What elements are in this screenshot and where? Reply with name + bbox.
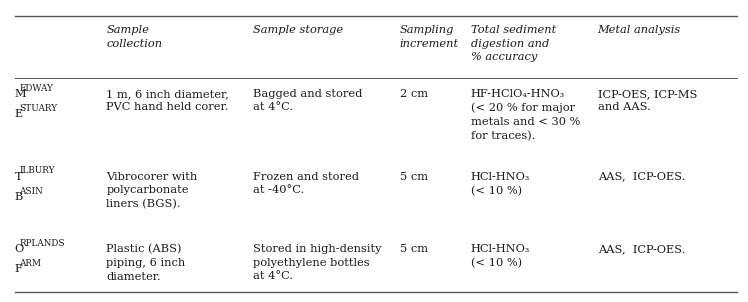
Text: T: T — [15, 172, 22, 182]
Text: ICP-OES, ICP-MS
and AAS.: ICP-OES, ICP-MS and AAS. — [598, 89, 697, 112]
Text: Sample
collection: Sample collection — [106, 25, 162, 49]
Text: 5 cm: 5 cm — [399, 244, 428, 254]
Text: Frozen and stored
at -40°C.: Frozen and stored at -40°C. — [253, 172, 359, 195]
Text: 1 m, 6 inch diameter,
PVC hand held corer.: 1 m, 6 inch diameter, PVC hand held core… — [106, 89, 230, 112]
Text: O: O — [15, 244, 24, 254]
Text: 5 cm: 5 cm — [399, 172, 428, 182]
Text: Total sediment
digestion and
% accuracy: Total sediment digestion and % accuracy — [470, 25, 556, 63]
Text: Sampling
increment: Sampling increment — [399, 25, 459, 49]
Text: AAS,  ICP-OES.: AAS, ICP-OES. — [598, 244, 685, 254]
Text: HCl-HNO₃
(< 10 %): HCl-HNO₃ (< 10 %) — [470, 172, 530, 196]
Text: Sample storage: Sample storage — [253, 25, 343, 35]
Text: ARM: ARM — [19, 259, 41, 268]
Text: M: M — [15, 89, 26, 99]
Text: RPLANDS: RPLANDS — [19, 239, 65, 248]
Text: 2 cm: 2 cm — [399, 89, 428, 99]
Text: B: B — [15, 192, 23, 202]
Text: ASIN: ASIN — [19, 187, 43, 195]
Text: Stored in high-density
polyethylene bottles
at 4°C.: Stored in high-density polyethylene bott… — [253, 244, 381, 281]
Text: Bagged and stored
at 4°C.: Bagged and stored at 4°C. — [253, 89, 363, 112]
Text: Plastic (ABS)
piping, 6 inch
diameter.: Plastic (ABS) piping, 6 inch diameter. — [106, 244, 186, 282]
Text: Metal analysis: Metal analysis — [598, 25, 681, 35]
Text: ILBURY: ILBURY — [19, 166, 55, 175]
Text: HCl-HNO₃
(< 10 %): HCl-HNO₃ (< 10 %) — [470, 244, 530, 268]
Text: E: E — [15, 109, 23, 119]
Text: Vibrocorer with
polycarbonate
liners (BGS).: Vibrocorer with polycarbonate liners (BG… — [106, 172, 197, 209]
Text: HF-HClO₄-HNO₃
(< 20 % for major
metals and < 30 %
for traces).: HF-HClO₄-HNO₃ (< 20 % for major metals a… — [470, 89, 580, 141]
Text: F: F — [15, 264, 22, 274]
Text: STUARY: STUARY — [19, 104, 58, 113]
Text: AAS,  ICP-OES.: AAS, ICP-OES. — [598, 172, 685, 182]
Text: EDWAY: EDWAY — [19, 84, 53, 92]
